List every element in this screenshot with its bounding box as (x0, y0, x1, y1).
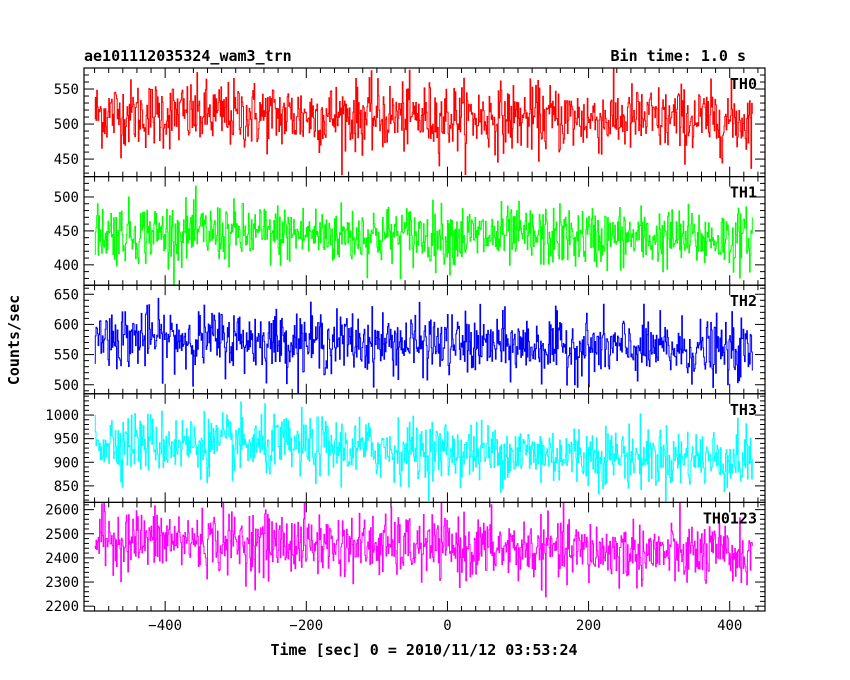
series-line-th3 (94, 401, 753, 503)
x-tick-label: −400 (148, 618, 182, 634)
panel-label-th0: TH0 (730, 75, 757, 93)
y-tick-label: 550 (54, 82, 79, 98)
panel-label-th3: TH3 (730, 401, 757, 419)
y-tick-label: 2200 (45, 599, 79, 615)
y-axis-label: Counts/sec (5, 295, 23, 385)
y-tick-label: 450 (54, 224, 79, 240)
x-tick-label: −200 (289, 618, 323, 634)
panel-frame (83, 501, 766, 612)
bin-time-label: Bin time: 1.0 s (611, 47, 746, 65)
panel-th0123: 2200 2300 2400 2500 2600 TH0123 (45, 501, 766, 615)
y-tick-label: 2500 (45, 527, 79, 543)
panel-label-th2: TH2 (730, 292, 757, 310)
x-tick-label: 400 (717, 618, 742, 634)
chart-title: ae101112035324_wam3_trn (84, 47, 292, 65)
panel-th3: 850 900 950 1000 TH3 (45, 393, 766, 503)
panel-label-th0123: TH0123 (703, 509, 757, 527)
panel-th2: 500 550 600 650 TH2 (54, 284, 766, 395)
x-tick-label: 0 (443, 618, 451, 634)
series-line-th1 (94, 185, 753, 286)
x-axis-label: Time [sec] 0 = 2010/11/12 03:53:24 (270, 641, 577, 659)
y-tick-label: 450 (54, 152, 79, 168)
y-tick-label: 550 (54, 348, 79, 364)
series-line-th0123 (94, 502, 753, 598)
y-tick-label: 2400 (45, 551, 79, 567)
panel-th1: 400 450 500 TH1 (54, 176, 766, 286)
y-tick-label: 2300 (45, 575, 79, 591)
panel-th0: 450 500 550 TH0 (54, 67, 766, 178)
y-tick-label: 500 (54, 378, 79, 394)
series-line-th2 (94, 297, 753, 394)
y-tick-label: 650 (54, 287, 79, 303)
x-tick-label: 200 (576, 618, 601, 634)
y-tick-label: 950 (54, 432, 79, 448)
panel-frame (83, 67, 766, 178)
y-tick-label: 500 (54, 190, 79, 206)
y-tick-label: 500 (54, 117, 79, 133)
y-tick-label: 850 (54, 479, 79, 495)
y-tick-label: 600 (54, 317, 79, 333)
panels-group: 450 500 550 TH0 400 450 500 TH1 500 550 600 650 TH2 8… (45, 67, 766, 634)
series-line-th0 (94, 68, 753, 176)
y-tick-label: 900 (54, 455, 79, 471)
panel-frame (83, 393, 766, 503)
y-tick-label: 2600 (45, 503, 79, 519)
y-tick-label: 1000 (45, 408, 79, 424)
panel-label-th1: TH1 (730, 184, 757, 202)
y-tick-label: 400 (54, 258, 79, 274)
